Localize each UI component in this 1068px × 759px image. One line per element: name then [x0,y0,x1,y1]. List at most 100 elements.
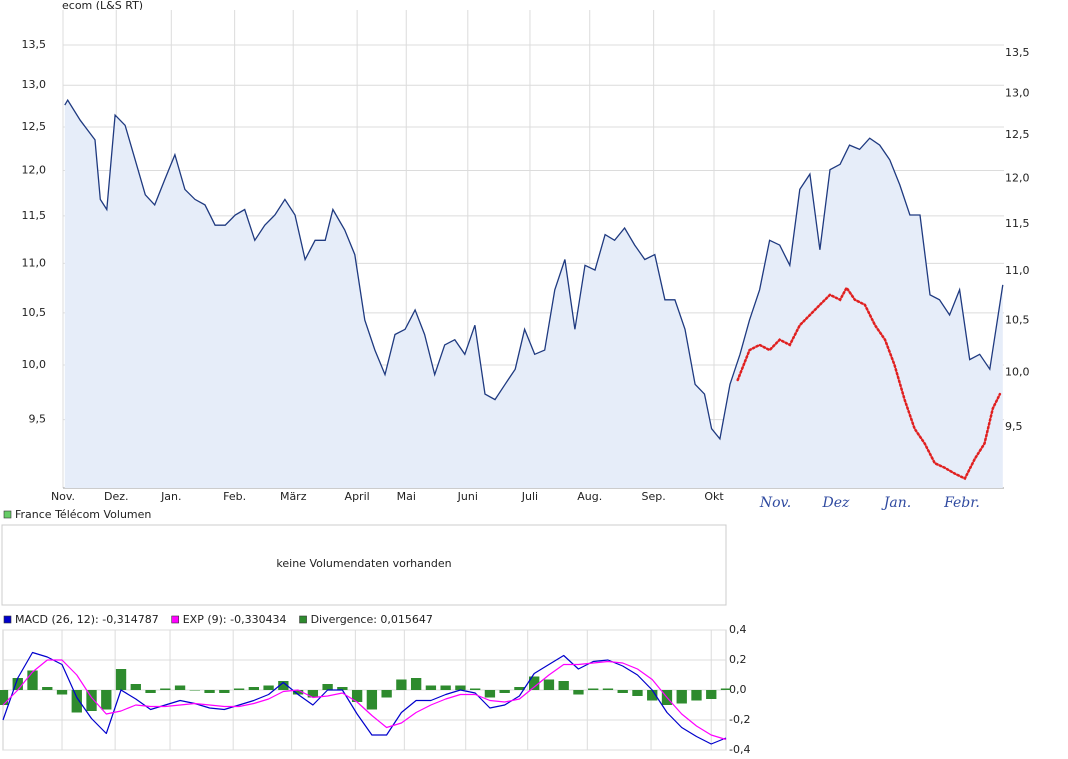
divergence-bar [219,690,230,693]
handwritten-x-label: Jan. [881,495,911,511]
divergence-bar [351,690,363,702]
divergence-bar [469,688,481,690]
macd-line [2,651,727,745]
divergence-bar [632,690,643,696]
macd-line [2,659,727,741]
y-tick-label: 11,5 [22,209,47,222]
y-tick-label: 0,2 [729,653,747,666]
divergence-bar [484,690,496,698]
x-tick-label: Juni [457,490,478,503]
divergence-bar [86,690,97,711]
price-line [64,98,1004,441]
legend-label: EXP (9): -0,330434 [183,613,287,626]
divergence-bar [307,690,319,698]
legend-swatch [3,615,12,624]
divergence-bar [248,687,260,690]
y-tick-label: -0,2 [729,713,750,726]
divergence-bar [573,690,584,695]
y2-tick-label: 12,0 [1005,171,1030,184]
divergence-bar [233,688,245,690]
divergence-bar [647,690,658,701]
handwritten-x-label: Dez [821,495,850,511]
x-tick-label: Sep. [642,490,666,503]
x-tick-label: März [280,490,307,503]
divergence-bar [42,687,53,690]
divergence-bar [617,690,628,693]
divergence-bar [160,688,171,690]
divergence-bar [322,684,333,690]
x-tick-label: Aug. [577,490,602,503]
legend-label: Divergence: 0,015647 [311,613,433,626]
divergence-bar [71,690,82,713]
y-tick-label: 13,0 [22,78,47,91]
divergence-bar [337,687,348,690]
divergence-bar [189,690,200,691]
y-tick-label: 0,0 [729,683,747,696]
legend-swatch [3,510,12,519]
divergence-bar [278,681,289,690]
divergence-bar [145,690,156,693]
divergence-bar [56,690,68,695]
divergence-bar [101,690,112,710]
y-tick-label: 12,0 [22,164,47,177]
y2-tick-label: 9,5 [1005,420,1023,433]
divergence-bar [588,688,599,690]
y-tick-label: 11,0 [22,256,47,269]
y-tick-label: 10,5 [22,306,47,319]
x-tick-label: Feb. [223,490,246,503]
legend-label: France Télécom Volumen [15,508,151,521]
divergence-bar [558,681,569,690]
divergence-bar [381,690,392,698]
divergence-bar [366,690,378,710]
divergence-bar [706,690,717,699]
divergence-bar [12,678,23,690]
y2-tick-label: 13,5 [1005,46,1030,59]
divergence-bar [115,669,127,690]
x-tick-label: Jan. [160,490,181,503]
divergence-bar [425,685,437,690]
chart-title: ecom (L&S RT) [62,0,143,12]
legend-swatch [171,615,180,624]
y-tick-label: 0,4 [729,623,747,636]
divergence-bar [720,688,732,690]
handwritten-x-label: Nov. [759,495,791,511]
x-tick-label: Mai [397,490,416,503]
divergence-bar [543,679,555,690]
divergence-bar [27,670,38,690]
y-tick-label: 9,5 [29,413,47,426]
y2-tick-label: 10,5 [1005,314,1030,327]
y2-tick-label: 12,5 [1005,128,1030,141]
divergence-bar [455,685,466,690]
y2-tick-label: 13,0 [1005,86,1030,99]
y2-tick-label: 11,0 [1005,264,1030,277]
divergence-bar [410,678,422,690]
volume-box [1,524,727,606]
x-tick-label: Juli [521,490,538,503]
divergence-bar [204,690,215,693]
divergence-bar [529,676,540,690]
x-tick-label: Nov. [51,490,75,503]
divergence-bar [396,679,407,690]
price-line [736,285,1002,481]
x-tick-label: Dez. [104,490,129,503]
divergence-bar [263,685,274,690]
x-tick-label: Okt [704,490,724,503]
y-tick-label: 12,5 [22,120,47,133]
volume-message: keine Volumendaten vorhanden [276,557,451,570]
divergence-bar [691,690,702,701]
area [64,100,1003,488]
y2-tick-label: 11,5 [1005,217,1030,230]
legend-label: MACD (26, 12): -0,314787 [15,613,159,626]
divergence-bar [676,690,687,704]
divergence-bar [292,690,304,695]
y-tick-label: 10,0 [22,358,47,371]
divergence-bar [174,685,186,690]
divergence-bar [499,690,510,693]
divergence-bar [602,688,614,690]
divergence-bar [440,685,451,690]
y2-tick-label: 10,0 [1005,365,1030,378]
x-tick-label: April [345,490,370,503]
legend-swatch [299,615,307,624]
y-tick-label: 13,5 [22,38,47,51]
